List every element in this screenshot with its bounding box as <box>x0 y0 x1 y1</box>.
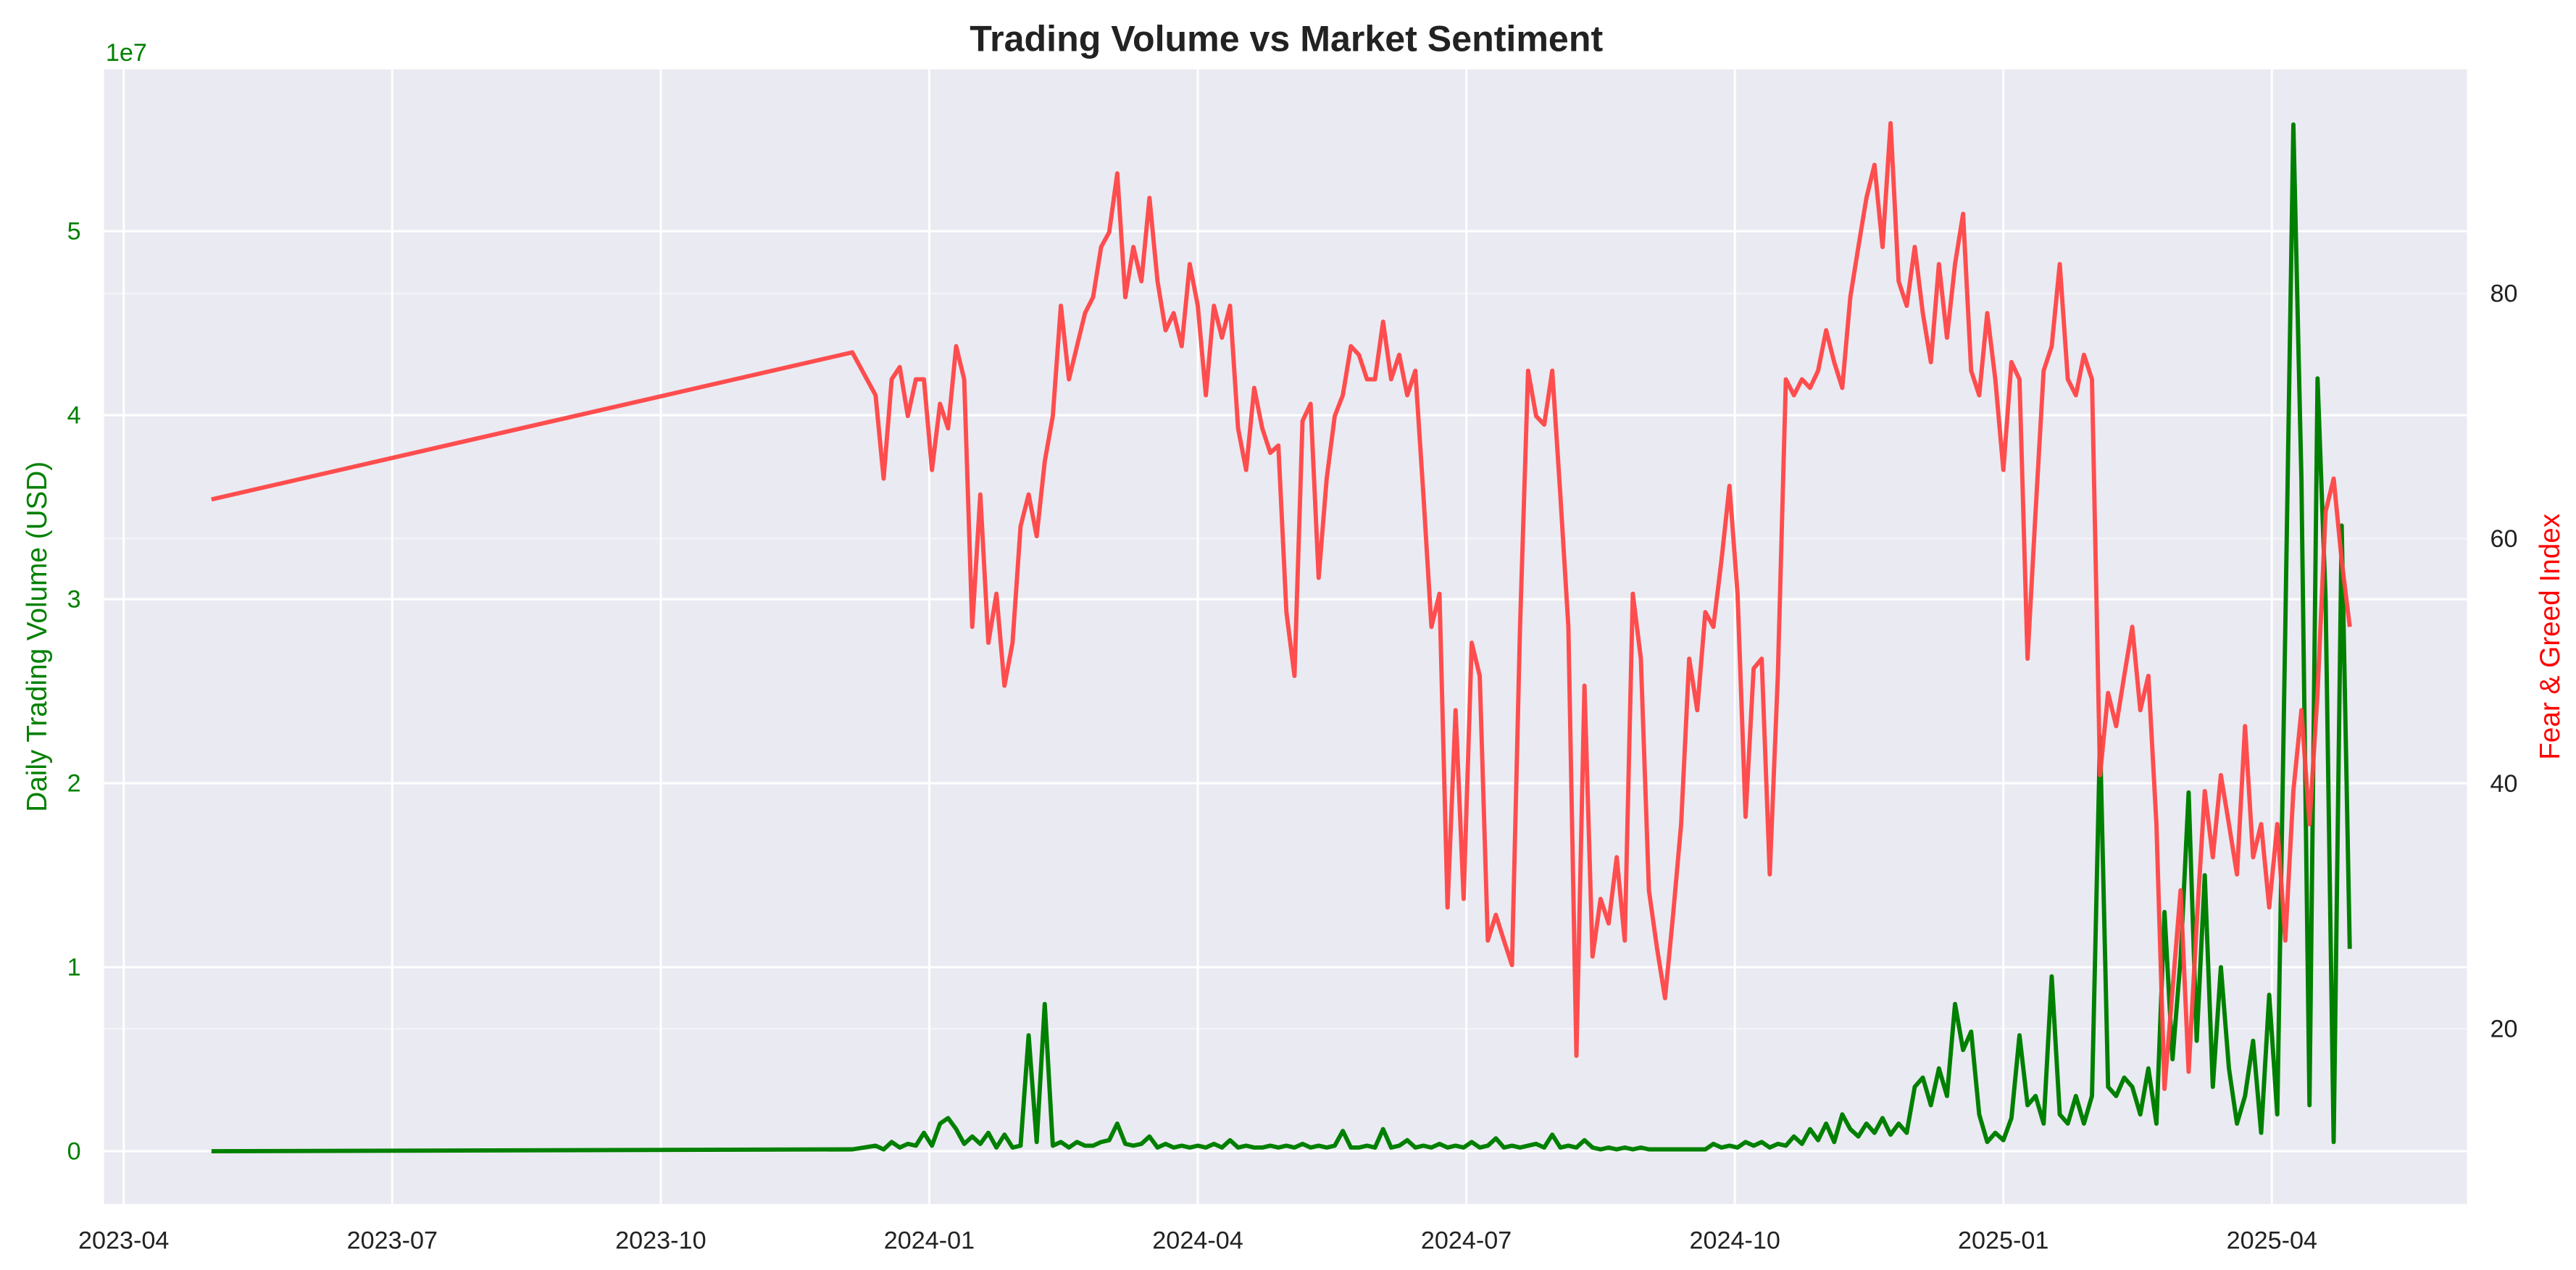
y-tick-label: 4 <box>67 402 81 430</box>
series-line <box>211 122 2352 1153</box>
y-axis-label: Daily Trading Volume (USD) <box>22 461 53 812</box>
y-tick-label: 2 <box>67 769 81 797</box>
x-tick-label: 2024-07 <box>1421 1227 1512 1254</box>
x-tick-label: 2025-04 <box>2227 1227 2317 1254</box>
grid <box>104 69 2467 1204</box>
x-tick-label: 2023-04 <box>78 1227 169 1254</box>
y2-tick-label: 40 <box>2490 770 2518 798</box>
y-tick-label: 5 <box>67 218 81 246</box>
x-tick-label: 2025-01 <box>1958 1227 2048 1254</box>
x-tick-label: 2023-07 <box>347 1227 438 1254</box>
x-tick-label: 2024-10 <box>1689 1227 1780 1254</box>
x-tick-label: 2023-10 <box>615 1227 706 1254</box>
x-tick-label: 2024-01 <box>884 1227 975 1254</box>
y2-axis-label: Fear & Greed Index <box>2535 514 2566 760</box>
y-tick-label: 0 <box>67 1137 81 1165</box>
y2-tick-label: 80 <box>2490 280 2518 308</box>
y-offset-label: 1e7 <box>106 39 147 67</box>
plot-area <box>104 69 2467 1204</box>
y2-tick-label: 60 <box>2490 525 2518 553</box>
lines <box>211 121 2352 1153</box>
y2-tick-label: 20 <box>2490 1015 2518 1043</box>
series-line <box>211 121 2352 1091</box>
labels: Trading Volume vs Market Sentiment 1e7 D… <box>22 19 2566 1255</box>
y-tick-label: 3 <box>67 585 81 613</box>
x-tick-label: 2024-04 <box>1152 1227 1243 1254</box>
chart-title: Trading Volume vs Market Sentiment <box>970 19 1603 59</box>
y-tick-label: 1 <box>67 953 81 981</box>
